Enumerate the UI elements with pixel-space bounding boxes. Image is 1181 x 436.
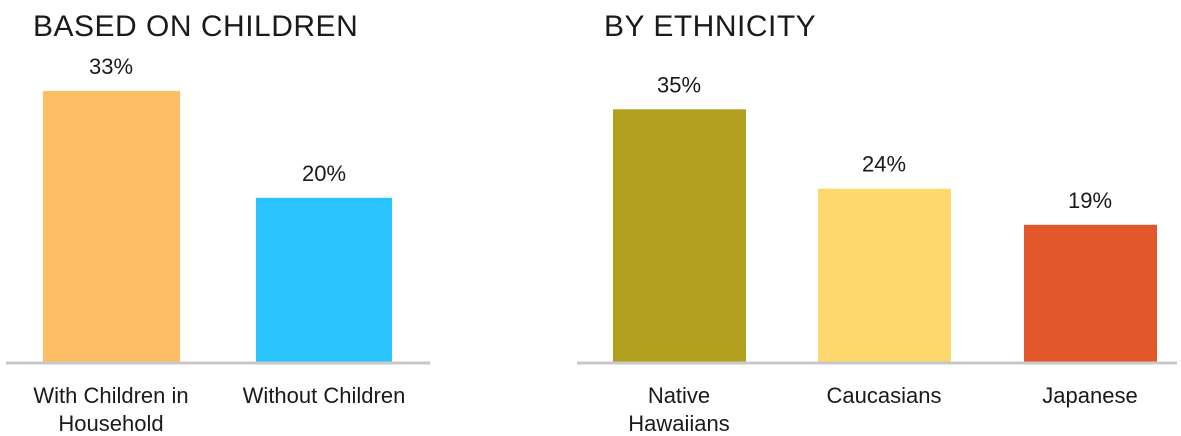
bar	[818, 188, 951, 362]
bar	[256, 197, 392, 362]
category-label: Caucasians	[827, 383, 942, 408]
value-label: 35%	[657, 72, 701, 97]
chart-1: BASED ON CHILDREN 33% With Children in Hous…	[6, 10, 430, 436]
category-label: Without Children	[243, 383, 406, 408]
value-label: 20%	[302, 161, 346, 186]
category-label: Japanese	[1042, 383, 1137, 408]
value-label: 24%	[862, 152, 906, 177]
category-label: With Children in	[33, 383, 188, 408]
chart-title: BY ETHNICITY	[604, 10, 816, 43]
category-label: Native	[648, 383, 710, 408]
category-label: Hawaiians	[628, 411, 730, 436]
value-label: 19%	[1068, 188, 1112, 213]
bar	[613, 109, 746, 362]
chart-title: BASED ON CHILDREN	[33, 10, 358, 43]
chart-2: BY ETHNICITY 35% Native Hawaiians 24% Caucasi…	[577, 10, 1177, 436]
bar	[43, 91, 180, 362]
category-label: Household	[58, 411, 163, 436]
value-label: 33%	[89, 54, 133, 79]
bar	[1024, 224, 1157, 362]
